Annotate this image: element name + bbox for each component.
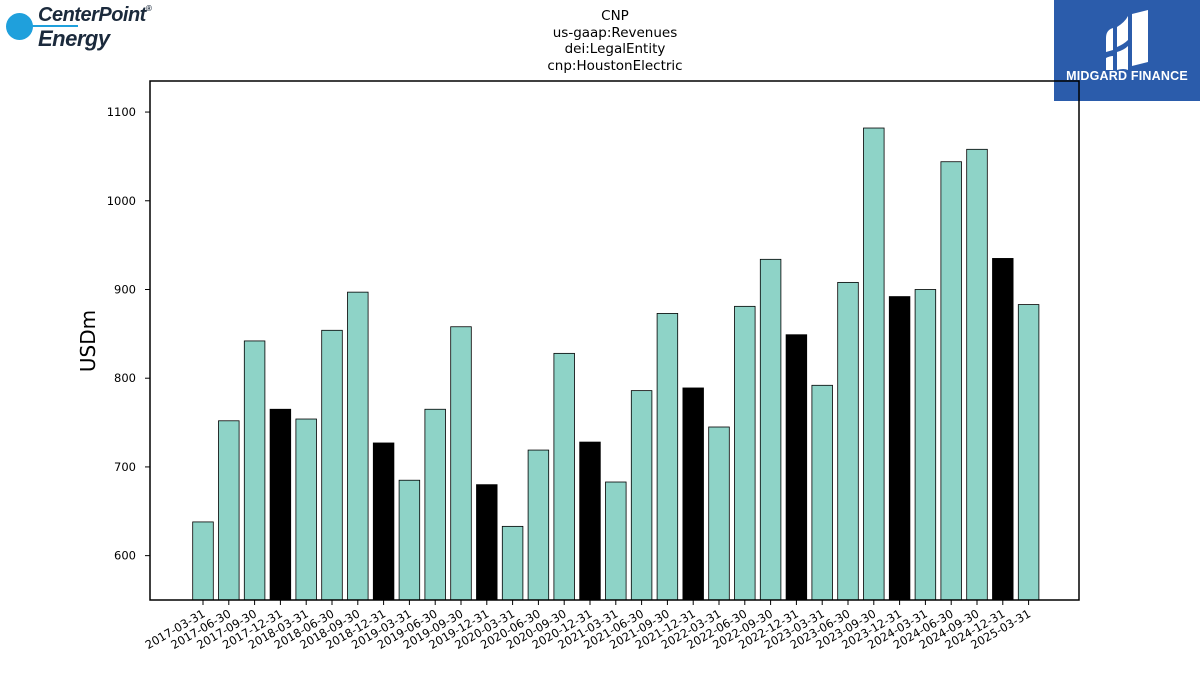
- registered-mark: ®: [145, 4, 152, 13]
- chart-title: CNP us-gaap:Revenues dei:LegalEntity cnp…: [415, 8, 815, 74]
- bar-2024-09-30: [966, 148, 988, 601]
- title-line-concept: us-gaap:Revenues: [552, 24, 678, 41]
- bar-2018-12-31: [372, 442, 395, 601]
- bar-2019-12-31: [476, 484, 498, 601]
- bar-2018-03-31: [295, 418, 317, 601]
- bar-2019-03-31: [398, 479, 421, 601]
- bar-2017-09-30: [243, 340, 266, 601]
- plot-frame: [149, 80, 1080, 601]
- centerpoint-swoosh-icon: [18, 25, 78, 27]
- bar-2018-06-30: [321, 329, 343, 601]
- bar-2022-09-30: [759, 258, 782, 601]
- title-line-dimension: dei:LegalEntity: [564, 41, 666, 57]
- x-axis: 2017-03-312017-06-302017-09-302017-12-31…: [143, 600, 1033, 652]
- y-tick-label-1000: 1000: [107, 194, 136, 208]
- bar-2020-03-31: [501, 525, 524, 601]
- bar-2021-09-30: [656, 313, 679, 601]
- bar-2019-06-30: [424, 408, 446, 601]
- y-tick-label-1100: 1100: [107, 105, 136, 119]
- bar-2017-03-31: [192, 521, 214, 601]
- logo-text-line2: Energy: [38, 26, 110, 51]
- bar-2022-12-31: [785, 334, 808, 601]
- bar-2018-09-30: [347, 291, 369, 601]
- bars-group: [192, 127, 1040, 601]
- bar-2023-06-30: [837, 281, 859, 601]
- y-tick-label-700: 700: [114, 460, 136, 474]
- y-axis: 600 700 800 900 1000 1100: [107, 105, 150, 563]
- bar-2024-06-30: [940, 161, 962, 601]
- midgard-logo-icon: [1106, 10, 1148, 70]
- bar-2024-03-31: [914, 289, 937, 601]
- bar-2020-09-30: [553, 352, 575, 601]
- logo-text-line1: CenterPoint®: [38, 4, 152, 27]
- y-tick-label-600: 600: [114, 549, 136, 563]
- bar-2017-06-30: [218, 420, 240, 601]
- bar-2021-12-31: [682, 387, 704, 601]
- logo-word-centerpoint: CenterPoint: [38, 4, 146, 26]
- bar-2024-12-31: [992, 258, 1014, 601]
- bar-2020-12-31: [579, 441, 601, 601]
- bar-2023-12-31: [888, 296, 911, 601]
- bar-2021-03-31: [605, 481, 627, 601]
- y-axis-label: USDm: [76, 310, 100, 372]
- y-tick-label-900: 900: [114, 282, 136, 296]
- bar-2023-03-31: [811, 384, 833, 601]
- bar-2021-06-30: [630, 390, 653, 601]
- title-line-ticker: CNP: [601, 8, 629, 24]
- bar-2020-06-30: [527, 449, 550, 601]
- bar-2025-03-31: [1017, 304, 1040, 601]
- midgard-finance-logo: MIDGARD FINANCE: [1054, 0, 1200, 101]
- bar-2019-09-30: [450, 326, 472, 601]
- midgard-brand-text: MIDGARD FINANCE: [1066, 69, 1188, 83]
- title-line-member: cnp:HoustonElectric: [547, 57, 683, 74]
- centerpoint-energy-logo: CenterPoint® Energy: [4, 4, 154, 54]
- bar-2022-03-31: [708, 426, 730, 601]
- bar-2022-06-30: [734, 305, 756, 601]
- y-tick-label-800: 800: [114, 371, 136, 385]
- bar-2023-09-30: [863, 127, 885, 601]
- bar-2017-12-31: [269, 408, 292, 601]
